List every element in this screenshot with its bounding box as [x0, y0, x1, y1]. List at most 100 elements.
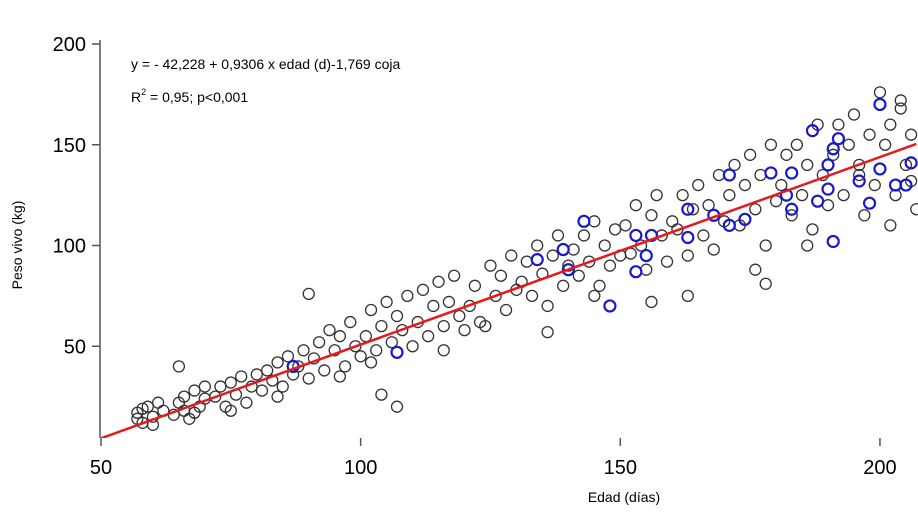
- data-point-sanos: [593, 279, 606, 292]
- data-point-sanos: [910, 203, 918, 216]
- data-point-sanos: [198, 380, 212, 393]
- data-point-sanos: [406, 340, 419, 353]
- data-point-sanos: [603, 259, 617, 272]
- data-point-sanos: [453, 309, 466, 323]
- data-point-coja: [556, 242, 570, 257]
- data-point-sanos: [759, 277, 772, 290]
- data-point-sanos: [416, 283, 430, 296]
- data-point-sanos: [754, 168, 767, 182]
- data-point-sanos: [832, 118, 845, 131]
- data-point-coja: [629, 265, 643, 279]
- y-axis-label: Peso vivo (kg): [9, 201, 25, 290]
- data-point-coja: [873, 162, 887, 176]
- data-point-sanos: [297, 344, 310, 357]
- data-point-sanos: [598, 239, 611, 252]
- data-point-coja: [785, 166, 799, 180]
- data-point-sanos: [681, 289, 694, 303]
- data-point-sanos: [525, 289, 539, 303]
- data-point-sanos: [629, 199, 643, 212]
- data-point-sanos: [271, 356, 284, 369]
- data-point-coja: [603, 299, 617, 313]
- data-point-coja: [629, 228, 643, 243]
- data-point-coja: [899, 178, 913, 192]
- data-point-sanos: [842, 138, 855, 151]
- data-point-coja: [873, 97, 887, 112]
- data-point-sanos: [390, 400, 404, 413]
- data-point-sanos: [562, 259, 575, 272]
- data-point-sanos: [375, 319, 388, 333]
- r-squared-annotation: R2 = 0,95; p<0,001: [131, 87, 248, 105]
- data-point-sanos: [370, 344, 383, 357]
- data-point-coja: [764, 166, 778, 180]
- data-point-sanos: [681, 249, 694, 262]
- data-point-coja: [852, 174, 866, 188]
- data-point-coja: [904, 156, 918, 170]
- data-point-sanos: [385, 336, 398, 349]
- data-point-sanos: [863, 128, 876, 141]
- data-point-coja: [738, 212, 752, 226]
- data-point-sanos: [401, 289, 414, 303]
- data-point-sanos: [801, 158, 814, 172]
- data-point-sanos: [790, 138, 804, 151]
- data-point-sanos: [333, 370, 347, 383]
- x-tick-label: 100: [344, 457, 377, 479]
- data-point-coja: [811, 194, 825, 208]
- data-point-sanos: [806, 223, 819, 236]
- data-point-coja: [639, 248, 653, 263]
- data-point-sanos: [769, 195, 783, 208]
- data-point-sanos: [458, 323, 471, 337]
- data-point-sanos: [801, 239, 814, 252]
- data-point-sanos: [785, 209, 798, 222]
- data-point-sanos: [489, 289, 502, 303]
- data-point-sanos: [577, 229, 591, 242]
- data-point-sanos: [432, 275, 445, 288]
- data-point-sanos: [494, 269, 508, 282]
- data-point-sanos: [686, 203, 700, 216]
- data-point-sanos: [546, 249, 559, 262]
- data-point-sanos: [660, 255, 674, 268]
- data-point-sanos: [645, 209, 658, 222]
- data-point-coja: [577, 214, 591, 228]
- data-point-sanos: [468, 279, 482, 292]
- data-point-sanos: [884, 219, 897, 232]
- data-point-sanos: [505, 249, 518, 262]
- data-point-sanos: [827, 148, 840, 161]
- x-tick-label: 150: [604, 457, 637, 479]
- data-point-coja: [722, 168, 736, 182]
- data-point-sanos: [743, 148, 757, 161]
- data-point-sanos: [894, 102, 907, 115]
- data-point-sanos: [894, 94, 907, 107]
- data-point-sanos: [224, 404, 237, 417]
- data-point-sanos: [780, 148, 793, 161]
- data-point-sanos: [728, 158, 741, 172]
- data-point-sanos: [437, 319, 450, 333]
- y-tick-label: 100: [53, 236, 86, 258]
- data-point-sanos: [853, 168, 866, 182]
- data-point-sanos: [188, 406, 201, 419]
- data-point-sanos: [380, 295, 393, 309]
- data-point-sanos: [479, 319, 492, 333]
- data-point-sanos: [188, 384, 201, 397]
- data-point-coja: [785, 202, 799, 216]
- y-tick-label: 150: [53, 135, 86, 157]
- data-point-sanos: [177, 390, 191, 403]
- data-point-sanos: [447, 269, 461, 282]
- data-point-sanos: [276, 380, 289, 393]
- data-point-sanos: [354, 350, 367, 363]
- data-point-sanos: [390, 309, 404, 323]
- data-point-sanos: [271, 390, 284, 403]
- data-point-sanos: [338, 360, 352, 373]
- data-point-sanos: [151, 396, 165, 409]
- data-point-sanos: [541, 325, 554, 339]
- data-point-sanos: [666, 215, 679, 228]
- data-point-coja: [831, 132, 846, 146]
- data-point-sanos: [858, 209, 871, 222]
- data-point-sanos: [214, 380, 227, 393]
- data-point-sanos: [645, 295, 658, 309]
- data-point-coja: [681, 230, 695, 245]
- data-point-coja: [530, 253, 544, 267]
- data-point-coja: [862, 196, 877, 210]
- data-point-sanos: [344, 315, 357, 329]
- data-point-sanos: [302, 287, 315, 301]
